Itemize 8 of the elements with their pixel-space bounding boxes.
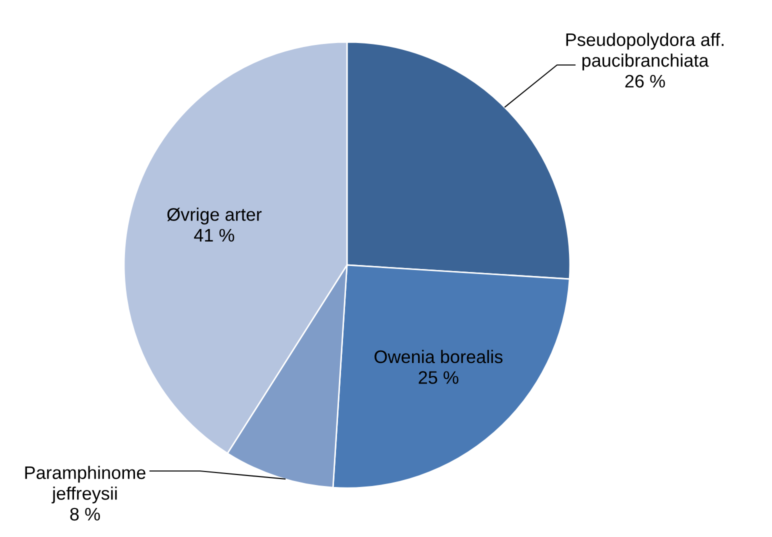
slice-label: Øvrige arter	[167, 208, 262, 224]
slice-label: Owenia borealis	[374, 350, 503, 364]
slice-label: Pseudopolydora aff. paucibranchiata	[566, 32, 724, 70]
data-label: 26 %	[625, 74, 665, 88]
data-label: 8 %	[70, 508, 100, 521]
data-label: 41 %	[194, 228, 234, 242]
data-label: 25 %	[418, 371, 458, 384]
slice-label: Paramphinome jeffreysii	[25, 466, 146, 504]
